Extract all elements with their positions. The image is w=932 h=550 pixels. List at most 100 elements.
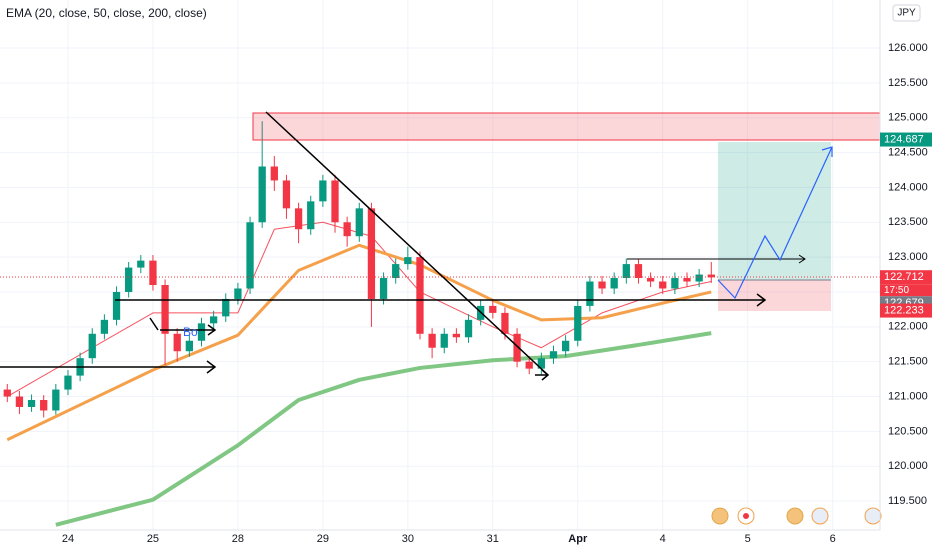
candle-body (671, 278, 679, 289)
candle-body (440, 333, 448, 348)
candle-body (209, 316, 218, 324)
candle-body (549, 351, 558, 359)
indicator-title: EMA (20, close, 50, close, 200, close) (6, 6, 207, 20)
support-arrow (0, 360, 217, 374)
candle-body (137, 260, 145, 268)
bos-arrow (149, 317, 217, 336)
candle-body (149, 260, 157, 286)
candle-body (489, 305, 497, 313)
candle-body (379, 278, 388, 299)
y-tick-label: 121.000 (888, 390, 928, 402)
candle-body (112, 291, 121, 320)
candle-body (416, 257, 424, 334)
candle-body (659, 281, 667, 289)
candle-body (270, 166, 278, 181)
countdown-label: 17:50 (884, 285, 909, 296)
candles (3, 121, 715, 418)
y-tick-label: 121.500 (888, 356, 928, 368)
candle-body (185, 340, 193, 352)
price-label: 124.687 (884, 133, 924, 145)
bos-label: Bo (183, 325, 198, 339)
y-tick-label: 124.000 (888, 181, 928, 193)
y-tick-label: 124.500 (888, 146, 928, 158)
countdown-box (880, 284, 932, 297)
y-tick-label: 125.000 (888, 112, 928, 124)
drawings: Bo (0, 111, 882, 525)
candle-body (173, 333, 181, 352)
x-tick-label: 31 (487, 533, 499, 545)
x-tick-label: 6 (830, 533, 836, 545)
y-tick-label: 126.000 (888, 42, 928, 54)
price-label: 122.712 (884, 271, 924, 283)
candle-body (646, 278, 655, 282)
ema-line (55, 331, 712, 527)
candle-body (561, 340, 570, 352)
y-tick-label: 119.500 (888, 495, 927, 507)
resistance-zone (252, 112, 881, 141)
event-icon[interactable] (811, 507, 829, 525)
candle-body (634, 264, 643, 279)
price-label: 122.233 (884, 304, 924, 316)
arrow (535, 369, 550, 381)
candle-body (222, 298, 230, 317)
grid (0, 0, 880, 530)
candle-body (610, 278, 618, 289)
trend-line (265, 111, 549, 376)
y-tick-label: 120.500 (888, 425, 928, 437)
x-tick-label: 24 (62, 533, 74, 545)
candle-body (197, 323, 206, 341)
y-tick-label: 122.000 (888, 321, 928, 333)
candle-body (125, 267, 133, 292)
candle-body (513, 333, 521, 362)
y-tick-label: 125.500 (888, 77, 928, 89)
y-tick-label: 123.000 (888, 251, 928, 263)
candle-body (343, 222, 351, 237)
axes: 119.500 120.000 120.500 121.000 121.500 122.0… (62, 42, 932, 545)
candle-body (367, 208, 376, 299)
candle-body (15, 396, 24, 407)
event-icon[interactable] (711, 507, 729, 525)
event-icon-dot (743, 513, 749, 519)
candle-body (598, 281, 606, 289)
price-label-box (880, 270, 932, 285)
stop-zone (718, 280, 831, 311)
candle-body (355, 208, 363, 237)
candle-body (464, 319, 473, 338)
candle-body (574, 305, 582, 341)
event-icon[interactable] (786, 507, 804, 525)
candle-body (234, 288, 242, 299)
candle-body (282, 180, 291, 209)
projection-path (717, 146, 833, 300)
candle-body (452, 333, 461, 338)
candle-body (27, 400, 36, 407)
candle-body (622, 264, 630, 279)
x-tick-label: 28 (232, 533, 244, 545)
candle-body (64, 375, 72, 390)
price-label-box (880, 303, 932, 318)
candle-body (683, 278, 691, 282)
candle-body (88, 333, 96, 359)
x-tick-label: Apr (568, 533, 588, 545)
x-tick-label: 29 (317, 533, 329, 545)
candle-body (404, 257, 412, 265)
candle-body (52, 389, 60, 411)
candle-body (331, 180, 339, 223)
candle-body (3, 389, 11, 397)
candle-body (695, 274, 703, 282)
x-tick-label: 4 (660, 533, 666, 545)
candle-body (586, 281, 594, 306)
currency-badge[interactable] (892, 4, 921, 22)
candle-body (707, 274, 715, 278)
support-arrow (115, 293, 767, 307)
currency-label: JPY (897, 8, 916, 19)
candle-body (161, 285, 169, 334)
candle-body (100, 319, 109, 334)
event-icon[interactable] (864, 507, 882, 525)
candle-body (392, 264, 400, 279)
candle-body (525, 361, 533, 369)
x-tick-label: 5 (745, 533, 751, 545)
event-icons (711, 507, 882, 525)
candle-body (428, 333, 436, 348)
candle-body (294, 208, 303, 230)
